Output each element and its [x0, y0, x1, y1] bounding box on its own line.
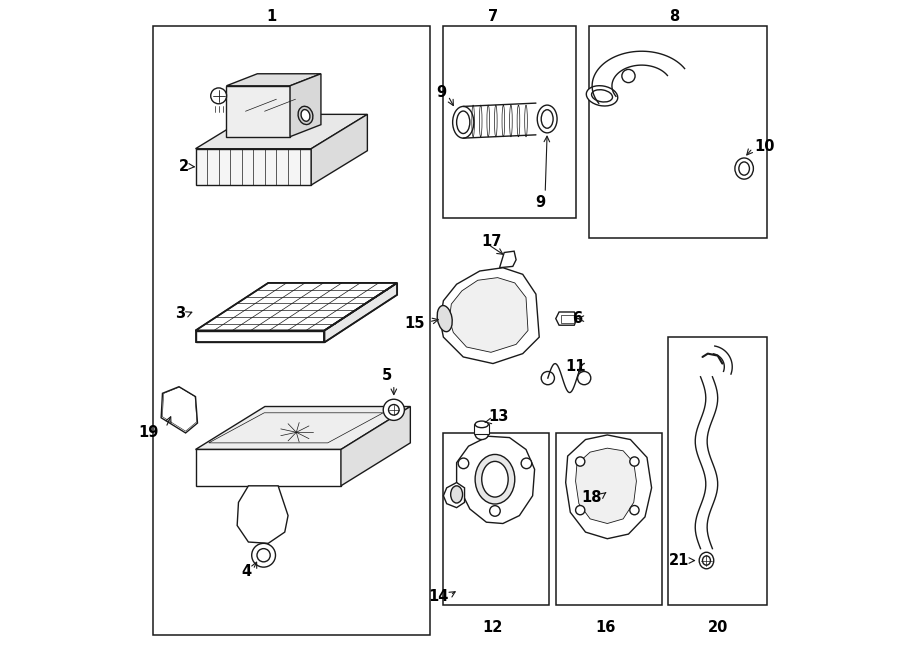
Ellipse shape — [453, 106, 473, 138]
Polygon shape — [566, 435, 652, 539]
Text: 17: 17 — [482, 234, 502, 249]
Ellipse shape — [482, 461, 508, 497]
Circle shape — [630, 506, 639, 515]
Ellipse shape — [302, 110, 310, 121]
Text: 10: 10 — [754, 139, 775, 154]
Text: 2: 2 — [179, 159, 189, 174]
Bar — [556, 433, 662, 605]
Ellipse shape — [437, 305, 452, 332]
Ellipse shape — [703, 556, 710, 565]
Ellipse shape — [541, 110, 554, 128]
Text: 3: 3 — [176, 307, 185, 321]
Polygon shape — [195, 407, 410, 449]
Ellipse shape — [451, 486, 463, 503]
Text: 11: 11 — [565, 360, 586, 374]
Polygon shape — [440, 268, 539, 364]
Polygon shape — [500, 251, 516, 268]
Ellipse shape — [298, 106, 313, 124]
Text: 14: 14 — [428, 590, 449, 604]
Circle shape — [383, 399, 404, 420]
Text: 8: 8 — [670, 9, 680, 24]
Bar — [444, 26, 576, 218]
Bar — [668, 337, 768, 605]
Polygon shape — [556, 312, 577, 325]
Text: 18: 18 — [581, 490, 602, 504]
Circle shape — [389, 405, 399, 415]
Text: 6: 6 — [572, 311, 582, 326]
Text: 15: 15 — [404, 317, 425, 331]
Ellipse shape — [739, 162, 750, 175]
Polygon shape — [456, 436, 535, 524]
Polygon shape — [238, 486, 288, 543]
Ellipse shape — [537, 105, 557, 133]
Circle shape — [576, 506, 585, 515]
Polygon shape — [227, 74, 321, 86]
Polygon shape — [227, 86, 290, 137]
Circle shape — [458, 458, 469, 469]
Circle shape — [630, 457, 639, 466]
Bar — [474, 424, 489, 434]
Text: 19: 19 — [139, 426, 159, 440]
Text: 5: 5 — [382, 368, 392, 383]
Circle shape — [257, 549, 270, 562]
Bar — [589, 26, 768, 238]
Bar — [444, 433, 549, 605]
Ellipse shape — [475, 429, 489, 440]
Circle shape — [521, 458, 532, 469]
Polygon shape — [311, 114, 367, 185]
Text: 12: 12 — [482, 621, 503, 635]
Ellipse shape — [699, 553, 714, 568]
Polygon shape — [195, 330, 324, 342]
Bar — [153, 26, 430, 635]
Ellipse shape — [591, 90, 613, 102]
Text: 1: 1 — [266, 9, 276, 24]
Circle shape — [490, 506, 500, 516]
Polygon shape — [195, 114, 367, 149]
Text: 20: 20 — [707, 621, 728, 635]
Text: 9: 9 — [536, 196, 545, 210]
Text: 9: 9 — [436, 85, 446, 100]
Ellipse shape — [735, 158, 753, 179]
Polygon shape — [324, 283, 397, 342]
Bar — [561, 315, 573, 323]
Polygon shape — [195, 449, 341, 486]
Polygon shape — [341, 407, 410, 486]
Ellipse shape — [475, 421, 489, 428]
Circle shape — [578, 371, 590, 385]
Polygon shape — [290, 74, 321, 137]
Polygon shape — [195, 283, 397, 330]
Text: 21: 21 — [669, 553, 689, 568]
Text: 16: 16 — [595, 621, 616, 635]
Circle shape — [576, 457, 585, 466]
Text: 13: 13 — [489, 409, 508, 424]
Polygon shape — [449, 278, 528, 352]
Ellipse shape — [456, 111, 470, 134]
Circle shape — [541, 371, 554, 385]
Circle shape — [252, 543, 275, 567]
Polygon shape — [444, 483, 464, 508]
Ellipse shape — [475, 455, 515, 504]
Polygon shape — [195, 149, 311, 185]
Ellipse shape — [586, 86, 617, 106]
Text: 7: 7 — [488, 9, 498, 24]
Circle shape — [211, 88, 227, 104]
Circle shape — [622, 69, 635, 83]
Text: 4: 4 — [241, 564, 252, 579]
Polygon shape — [576, 448, 636, 524]
Polygon shape — [161, 387, 197, 433]
